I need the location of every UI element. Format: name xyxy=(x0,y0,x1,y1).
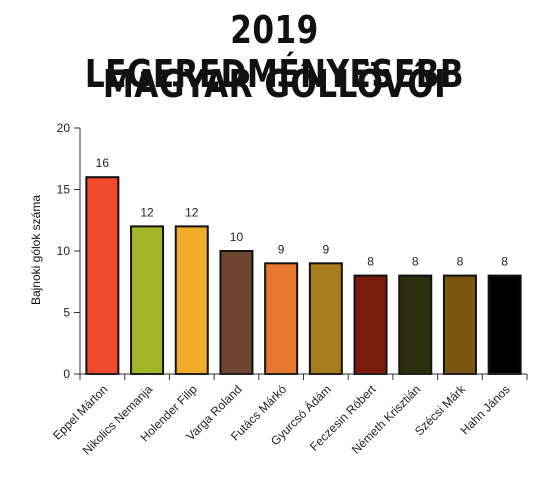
y-tick-label: 0 xyxy=(63,367,70,381)
y-tick-label: 5 xyxy=(63,306,70,320)
bar-value-label: 9 xyxy=(278,242,285,256)
y-tick-label: 10 xyxy=(57,244,71,258)
bar xyxy=(130,225,165,375)
bar xyxy=(442,274,477,376)
y-tick-label: 20 xyxy=(57,121,71,135)
bar xyxy=(487,274,522,376)
bar xyxy=(264,262,299,375)
bar-value-label: 8 xyxy=(412,255,419,269)
bar xyxy=(219,250,254,375)
bars: 16 12 12 10 9 9 8 8 8 8 xyxy=(85,156,522,376)
bar xyxy=(398,274,433,376)
bar-value-label: 9 xyxy=(323,242,330,256)
y-tick-label: 15 xyxy=(57,183,71,197)
bar xyxy=(353,274,388,376)
y-axis: 0 5 10 15 20 xyxy=(57,121,81,381)
bar-value-label: 8 xyxy=(457,255,464,269)
bar xyxy=(174,225,209,375)
bar-value-label: 16 xyxy=(96,156,110,170)
bar-value-label: 8 xyxy=(501,255,508,269)
bar xyxy=(308,262,343,375)
y-axis-title: Bajnoki gólok száma xyxy=(29,195,43,305)
bar xyxy=(85,176,120,375)
chart-title-line-1: 2019 LEGEREDMÉNYESEBB xyxy=(84,8,465,96)
bar-value-label: 12 xyxy=(140,205,154,219)
bar-value-label: 8 xyxy=(367,255,374,269)
chart-title-line-2: MAGYAR GÓLLÖVŐI xyxy=(102,62,447,106)
bar-value-label: 12 xyxy=(185,205,199,219)
bar-value-label: 10 xyxy=(230,230,244,244)
